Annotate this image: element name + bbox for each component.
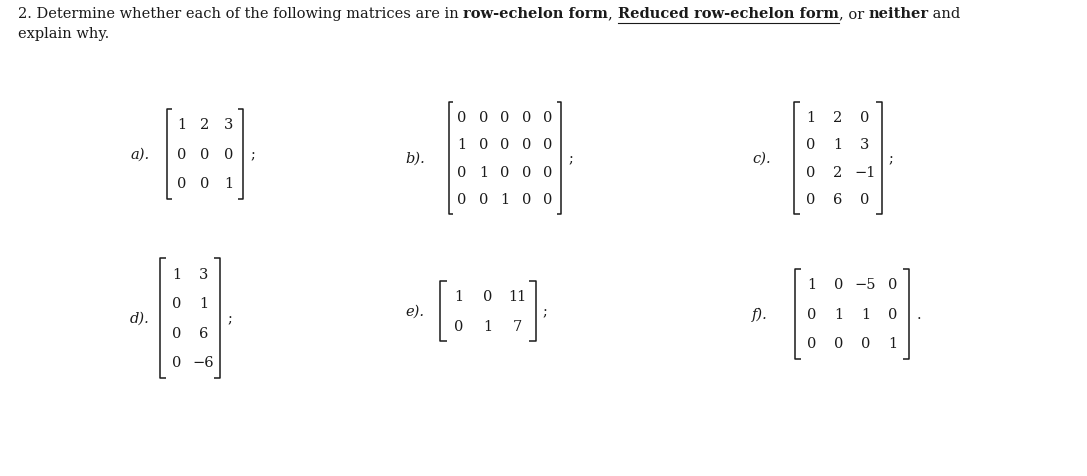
Text: 1: 1 xyxy=(458,138,466,152)
Text: f).: f). xyxy=(752,307,767,321)
Text: 0: 0 xyxy=(172,326,182,340)
Text: 6: 6 xyxy=(199,326,209,340)
Text: 1: 1 xyxy=(834,138,842,152)
Text: Reduced row-echelon form: Reduced row-echelon form xyxy=(617,7,838,21)
Text: 0: 0 xyxy=(458,110,466,125)
Text: 0: 0 xyxy=(200,148,210,162)
Text: 0: 0 xyxy=(522,165,532,179)
Text: 2: 2 xyxy=(834,165,842,179)
Text: neither: neither xyxy=(869,7,928,21)
Text: 0: 0 xyxy=(453,319,463,333)
Text: 0: 0 xyxy=(807,193,815,207)
Text: 0: 0 xyxy=(478,193,488,207)
Text: 1: 1 xyxy=(834,307,844,321)
Text: 6: 6 xyxy=(834,193,842,207)
Text: 0: 0 xyxy=(807,138,815,152)
Text: 1: 1 xyxy=(224,177,233,191)
Text: 3: 3 xyxy=(860,138,870,152)
Text: a).: a). xyxy=(130,148,149,162)
Text: 2: 2 xyxy=(834,110,842,125)
Text: and: and xyxy=(928,7,961,21)
Text: 1: 1 xyxy=(861,307,870,321)
Text: 0: 0 xyxy=(888,278,897,292)
Text: 2. Determine whether each of the following matrices are in: 2. Determine whether each of the followi… xyxy=(18,7,463,21)
Text: 0: 0 xyxy=(484,289,492,304)
Text: ;: ; xyxy=(542,304,548,318)
Text: 1: 1 xyxy=(807,110,815,125)
Text: 0: 0 xyxy=(544,193,552,207)
Text: 0: 0 xyxy=(522,110,532,125)
Text: 0: 0 xyxy=(458,165,466,179)
Text: 0: 0 xyxy=(500,165,510,179)
Text: 0: 0 xyxy=(522,138,532,152)
Text: 0: 0 xyxy=(172,356,182,369)
Text: 0: 0 xyxy=(172,297,182,311)
Text: 0: 0 xyxy=(500,138,510,152)
Text: 0: 0 xyxy=(478,138,488,152)
Text: 0: 0 xyxy=(177,148,186,162)
Text: 1: 1 xyxy=(199,297,208,311)
Text: −5: −5 xyxy=(854,278,876,292)
Text: −1: −1 xyxy=(854,165,876,179)
Text: ;: ; xyxy=(569,152,573,166)
Text: 0: 0 xyxy=(177,177,186,191)
Text: 0: 0 xyxy=(807,307,816,321)
Text: e).: e). xyxy=(405,304,424,318)
Text: c).: c). xyxy=(752,152,771,166)
Text: 0: 0 xyxy=(458,193,466,207)
Text: 2: 2 xyxy=(200,118,210,132)
Text: −6: −6 xyxy=(192,356,214,369)
Text: 0: 0 xyxy=(860,110,870,125)
Text: , or: , or xyxy=(838,7,869,21)
Text: ,: , xyxy=(609,7,617,21)
Text: 0: 0 xyxy=(200,177,210,191)
Text: 0: 0 xyxy=(224,148,234,162)
Text: ;: ; xyxy=(250,148,255,162)
Text: 0: 0 xyxy=(834,337,844,351)
Text: 1: 1 xyxy=(172,267,182,281)
Text: 3: 3 xyxy=(199,267,209,281)
Text: 0: 0 xyxy=(807,337,816,351)
Text: 0: 0 xyxy=(522,193,532,207)
Text: 7: 7 xyxy=(513,319,522,333)
Text: 1: 1 xyxy=(500,193,510,207)
Text: d).: d). xyxy=(130,311,150,325)
Text: 0: 0 xyxy=(861,337,871,351)
Text: 0: 0 xyxy=(544,110,552,125)
Text: b).: b). xyxy=(405,152,425,166)
Text: explain why.: explain why. xyxy=(18,27,110,41)
Text: 0: 0 xyxy=(478,110,488,125)
Text: 0: 0 xyxy=(544,165,552,179)
Text: 11: 11 xyxy=(509,289,526,304)
Text: 0: 0 xyxy=(860,193,870,207)
Text: 0: 0 xyxy=(544,138,552,152)
Text: 1: 1 xyxy=(484,319,492,333)
Text: 1: 1 xyxy=(807,278,816,292)
Text: 0: 0 xyxy=(500,110,510,125)
Text: 1: 1 xyxy=(888,337,897,351)
Text: ;: ; xyxy=(889,152,894,166)
Text: 0: 0 xyxy=(807,165,815,179)
Text: ;: ; xyxy=(227,311,233,325)
Text: .: . xyxy=(916,307,921,321)
Text: 1: 1 xyxy=(177,118,186,132)
Text: 1: 1 xyxy=(454,289,463,304)
Text: 3: 3 xyxy=(224,118,234,132)
Text: row-echelon form: row-echelon form xyxy=(463,7,609,21)
Text: 1: 1 xyxy=(479,165,488,179)
Text: 0: 0 xyxy=(834,278,844,292)
Text: 0: 0 xyxy=(888,307,897,321)
